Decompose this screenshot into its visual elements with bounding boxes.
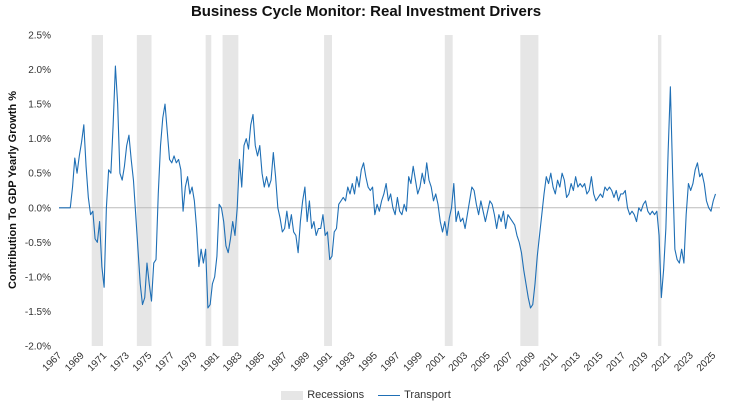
series-line-transport — [59, 65, 717, 309]
x-tick-label: 2013 — [559, 350, 583, 374]
recession-band — [324, 35, 332, 346]
x-tick-label: 1999 — [402, 350, 426, 374]
y-tick-label: 1.0% — [28, 134, 51, 145]
x-tick-label: 1983 — [221, 350, 245, 374]
x-tick-label: 2015 — [582, 350, 606, 374]
recession-bands — [91, 35, 662, 346]
chart-title: Business Cycle Monitor: Real Investment … — [190, 3, 542, 20]
x-tick-label: 1991 — [311, 350, 335, 374]
x-tick-label: 2019 — [627, 350, 651, 374]
legend: Recessions Transport — [0, 389, 732, 401]
recession-band — [222, 35, 239, 346]
x-tick-label: 1977 — [153, 350, 177, 374]
x-tick-label: 2001 — [424, 350, 448, 374]
x-tick-label: 1971 — [86, 350, 110, 374]
series-transport — [59, 65, 717, 309]
y-tick-label: -2.0% — [25, 342, 51, 353]
x-tick-label: 2017 — [605, 350, 629, 374]
x-tick-label: 2007 — [492, 350, 516, 374]
axes: -2.0% -1.5% -1.0% -0.5% 0.0% 0.5% 1.0% 1.5% 2.0%… — [25, 31, 720, 374]
x-tick-label: 1967 — [41, 350, 65, 374]
recession-band — [205, 35, 212, 346]
x-tick-label: 2005 — [469, 350, 493, 374]
recession-band — [444, 35, 453, 346]
recession-band — [657, 35, 662, 346]
x-tick-label: 2021 — [650, 350, 674, 374]
x-tick-label: 1989 — [289, 350, 313, 374]
y-tick-label: -0.5% — [25, 238, 51, 249]
recession-band — [520, 35, 539, 346]
legend-item-transport: Transport — [378, 389, 451, 401]
x-tick-label: 2003 — [447, 350, 471, 374]
x-tick-label: 2025 — [695, 350, 719, 374]
x-tick-label: 1981 — [199, 350, 223, 374]
recessions-swatch — [281, 390, 304, 400]
x-tick-label: 2023 — [672, 350, 696, 374]
x-tick-label: 1985 — [244, 350, 268, 374]
x-tick-label: 1973 — [108, 350, 132, 374]
y-tick-label: -1.5% — [25, 307, 51, 318]
legend-item-recessions: Recessions — [281, 389, 364, 401]
y-tick-label: 0.0% — [28, 203, 51, 214]
x-tick-label: 2009 — [514, 350, 538, 374]
recession-band — [91, 35, 103, 346]
y-tick-label: 2.0% — [28, 65, 51, 76]
x-tick-label: 2011 — [537, 350, 560, 373]
x-tick-label: 1969 — [63, 350, 87, 374]
y-tick-label: 1.5% — [28, 100, 51, 111]
x-tick-label: 1987 — [266, 350, 290, 374]
y-tick-label: 0.5% — [28, 169, 51, 180]
y-tick-label: -1.0% — [25, 272, 51, 283]
x-tick-label: 1975 — [131, 350, 155, 374]
x-tick-label: 1997 — [379, 350, 403, 374]
y-tick-label: 2.5% — [28, 31, 51, 42]
x-tick-label: 1993 — [334, 350, 358, 374]
x-tick-label: 1979 — [176, 350, 200, 374]
legend-label-recessions: Recessions — [307, 389, 365, 401]
x-tick-label: 1995 — [356, 350, 380, 374]
legend-label-transport: Transport — [404, 389, 451, 401]
transport-swatch — [378, 394, 401, 396]
